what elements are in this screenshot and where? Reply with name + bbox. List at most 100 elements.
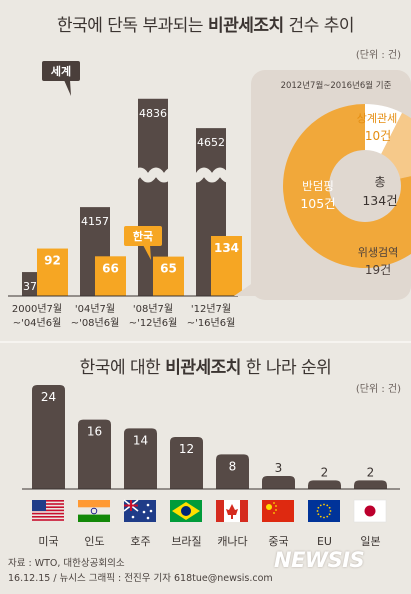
donut-slice xyxy=(365,104,403,154)
flag-field xyxy=(262,500,294,522)
flag-2-icon xyxy=(78,500,110,522)
flag-star xyxy=(273,512,275,514)
world-callout-pointer xyxy=(64,80,71,96)
title-top: 한국에 단독 부과되는 비관세조치 건수 추이 xyxy=(0,11,411,36)
flag-stripe xyxy=(32,506,64,508)
flag-star xyxy=(317,506,320,509)
title-bottom: 한국에 대한 비관세조치 한 나라 순위 xyxy=(0,353,411,378)
flag-5-icon xyxy=(216,500,248,522)
flag-star xyxy=(329,510,332,512)
flag-stripe xyxy=(32,512,64,515)
credit-line: 16.12.15 / 뉴시스 그래픽 : 전진우 기자 618tue@newsi… xyxy=(8,573,273,584)
ranking-value-label: 2 xyxy=(367,465,375,479)
flag-star xyxy=(326,504,329,507)
country-label: 미국 xyxy=(38,535,58,548)
axis-break xyxy=(4,167,252,183)
title-bottom-pre: 한국에 대한 xyxy=(79,358,166,378)
flag-star xyxy=(149,509,153,513)
country-label: 인도 xyxy=(84,535,104,548)
ranking-value-label: 2 xyxy=(321,465,329,479)
flag-chakra xyxy=(90,507,98,515)
category-label: '04년7월 xyxy=(75,303,115,315)
category-label: '08년7월 xyxy=(133,303,173,315)
ranking-value-label: 8 xyxy=(229,459,237,473)
flag-star xyxy=(328,513,331,516)
ranking-bar xyxy=(216,454,249,489)
slice-value: 105건 xyxy=(300,196,335,211)
slice-label: 반덤핑 xyxy=(302,179,334,193)
ranking-bar xyxy=(262,476,295,489)
ranking-value-label: 24 xyxy=(41,390,56,404)
flag-star xyxy=(266,504,272,510)
korea-callout-pointer xyxy=(143,245,151,260)
ranking-value-label: 12 xyxy=(179,442,194,456)
flag-stripe xyxy=(32,509,64,512)
title-top-post: 건수 추이 xyxy=(283,16,355,36)
slice-value: 10건 xyxy=(365,129,391,143)
title-bottom-post: 한 나라 순위 xyxy=(240,358,332,378)
ranking-bar xyxy=(308,480,341,489)
trend-chart: 3750922000년7월~'04년6월415766'04년7월~'08년6월4… xyxy=(4,61,411,329)
title-top-pre: 한국에 단독 부과되는 xyxy=(56,16,208,36)
ranking-bar xyxy=(170,437,203,489)
flag-canton xyxy=(32,500,46,511)
korea-value-label: 66 xyxy=(102,261,119,275)
world-value-label: 4836 xyxy=(139,107,167,120)
world-value-label: 4157 xyxy=(81,215,109,228)
flag-band xyxy=(78,514,110,522)
flag-cross xyxy=(124,500,138,511)
category-label: ~'08년6월 xyxy=(71,317,120,329)
flag-band xyxy=(240,500,248,522)
flag-1-icon xyxy=(32,500,64,521)
flag-band xyxy=(216,500,224,522)
flag-saltire xyxy=(123,499,139,512)
flag-stripe xyxy=(32,519,64,521)
donut-panel-pointer xyxy=(234,282,258,296)
flag-star xyxy=(323,516,325,519)
korea-bar xyxy=(153,256,184,296)
korea-value-label: 92 xyxy=(44,254,61,268)
donut-slice xyxy=(381,112,411,179)
korea-bar xyxy=(95,256,126,296)
slice-label: 상계관세 xyxy=(357,112,397,125)
flag-field xyxy=(170,500,202,522)
flag-star xyxy=(275,509,277,511)
flag-star xyxy=(273,502,275,504)
flag-star xyxy=(319,504,322,507)
flag-star xyxy=(142,510,146,514)
donut-center-label: 총 xyxy=(374,175,385,189)
flag-4-icon xyxy=(170,500,202,522)
flag-field xyxy=(308,500,340,522)
section-divider xyxy=(0,341,411,343)
country-label: 중국 xyxy=(268,535,288,548)
flag-maple-leaf xyxy=(226,504,238,519)
country-label: 캐나다 xyxy=(217,535,247,548)
source-line: 자료 : WTO, 대한상공회의소 xyxy=(8,558,125,569)
unit-label-top: (단위 : 건) xyxy=(355,50,401,61)
category-label: ~'04년6월 xyxy=(13,317,62,329)
flag-star xyxy=(146,516,150,520)
donut-subtitle: 2012년7월~2016년6월 기준 xyxy=(281,80,392,91)
slice-value: 19건 xyxy=(365,263,391,277)
world-callout-label: 세계 xyxy=(51,64,71,78)
ranking-bar xyxy=(78,419,111,489)
category-label: ~'12년6월 xyxy=(129,317,178,329)
country-label: EU xyxy=(317,535,332,548)
flag-disc xyxy=(364,505,376,517)
donut-slice xyxy=(283,104,411,268)
unit-label-bottom: (단위 : 건) xyxy=(355,384,401,395)
country-label: 호주 xyxy=(130,535,150,548)
ranking-bar xyxy=(32,385,65,489)
flag-star xyxy=(146,503,150,507)
korea-callout xyxy=(124,226,162,246)
flag-band xyxy=(78,500,110,508)
newsis-logo: NEWSIS xyxy=(274,548,365,572)
korea-value-label: 65 xyxy=(160,262,177,276)
world-value-label: 4652 xyxy=(197,136,225,149)
flag-star xyxy=(131,515,135,519)
flag-6-icon xyxy=(262,500,294,522)
donut-center-value: 134건 xyxy=(362,193,397,208)
flag-globe xyxy=(181,506,191,516)
flag-stripe xyxy=(32,500,64,502)
